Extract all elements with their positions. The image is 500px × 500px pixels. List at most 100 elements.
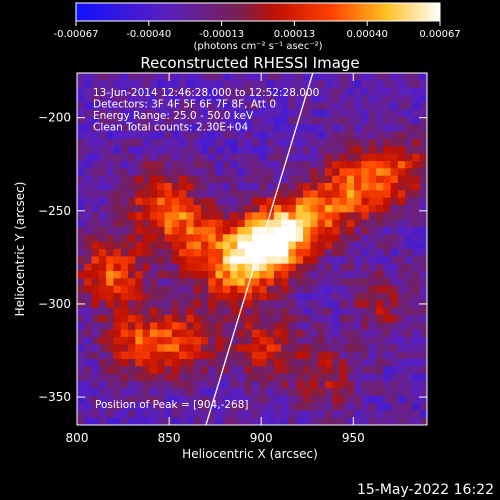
heatmap-cell [252,315,260,323]
heatmap-cell [405,395,414,404]
heatmap-cell [128,300,136,309]
heatmap-cell [281,183,290,191]
heatmap-cell [200,410,209,419]
heatmap-cell [419,344,427,353]
heatmap-cell [303,80,311,89]
heatmap-cell [120,80,129,89]
heatmap-cell [164,87,173,96]
heatmap-cell [164,205,173,213]
heatmap-cell [390,146,399,155]
heatmap-cell [339,293,348,301]
heatmap-cell [91,344,100,353]
heatmap-cell [164,153,173,162]
heatmap-cell [252,80,260,89]
heatmap-cell [310,263,319,272]
heatmap-cell [383,219,392,228]
heatmap-cell [164,80,173,89]
heatmap-cell [215,322,224,331]
heatmap-cell [259,183,268,191]
heatmap-cell [84,190,93,199]
heatmap-cell [179,241,187,250]
heatmap-cell [259,322,268,331]
heatmap-cell [84,315,93,323]
heatmap-cell [222,410,231,419]
heatmap-cell [346,344,355,353]
heatmap-cell [303,315,311,323]
heatmap-cell [317,219,326,228]
heatmap-cell [419,87,427,96]
heatmap-cell [310,300,319,309]
heatmap-cell [135,359,144,367]
x-axis-label: Heliocentric X (arcsec) [182,447,318,461]
heatmap-cell [354,139,362,147]
heatmap-cell [84,153,93,162]
heatmap-cell [310,307,319,316]
heatmap-cell [310,102,319,111]
heatmap-cell [397,234,406,243]
heatmap-cell [303,139,311,147]
heatmap-cell [222,168,231,177]
heatmap-cell [361,175,370,184]
heatmap-cell [259,278,268,287]
heatmap-cell [120,234,129,243]
heatmap-cell [375,183,384,191]
heatmap-cell [91,359,100,367]
heatmap-cell [98,337,107,345]
heatmap-cell [375,168,384,177]
heatmap-cell [273,359,282,367]
heatmap-cell [237,285,246,294]
heatmap-cell [237,161,246,169]
heatmap-cell [412,373,421,382]
heatmap-cell [128,395,136,404]
heatmap-cell [317,80,326,89]
heatmap-cell [244,190,253,199]
heatmap-cell [383,351,392,360]
heatmap-cell [324,168,333,177]
heatmap-cell [266,417,275,425]
heatmap-cell [113,102,122,111]
heatmap-cell [324,329,333,338]
heatmap-cell [222,183,231,191]
heatmap-cell [106,388,115,397]
heatmap-cell [375,131,384,140]
heatmap-cell [171,197,180,206]
heatmap-cell [303,241,311,250]
heatmap-cell [339,278,348,287]
x-tick-label: 900 [250,431,273,445]
heatmap-cell [142,168,151,177]
heatmap-cell [186,278,195,287]
heatmap-cell [106,278,115,287]
heatmap-cell [128,285,136,294]
heatmap-cell [397,249,406,257]
heatmap-cell [135,175,144,184]
heatmap-cell [266,161,275,169]
heatmap-cell [281,307,290,316]
heatmap-cell [179,395,187,404]
heatmap-cell [179,87,187,96]
heatmap-cell [361,102,370,111]
heatmap-cell [419,351,427,360]
heatmap-cell [361,307,370,316]
heatmap-cell [200,417,209,425]
heatmap-cell [208,263,217,272]
heatmap-cell [208,366,217,375]
heatmap-cell [397,219,406,228]
heatmap-cell [91,95,100,103]
heatmap-cell [77,329,85,338]
heatmap-cell [142,285,151,294]
heatmap-cell [98,234,107,243]
heatmap-cell [354,285,362,294]
heatmap-cell [128,337,136,345]
heatmap-cell [281,395,290,404]
heatmap-cell [332,395,341,404]
heatmap-cell [354,307,362,316]
heatmap-cell [281,366,290,375]
heatmap-cell [77,109,85,118]
heatmap-cell [186,359,195,367]
heatmap-cell [135,300,144,309]
heatmap-cell [303,117,311,125]
heatmap-cell [128,351,136,360]
heatmap-cell [368,219,377,228]
heatmap-cell [397,337,406,345]
heatmap-cell [128,139,136,147]
